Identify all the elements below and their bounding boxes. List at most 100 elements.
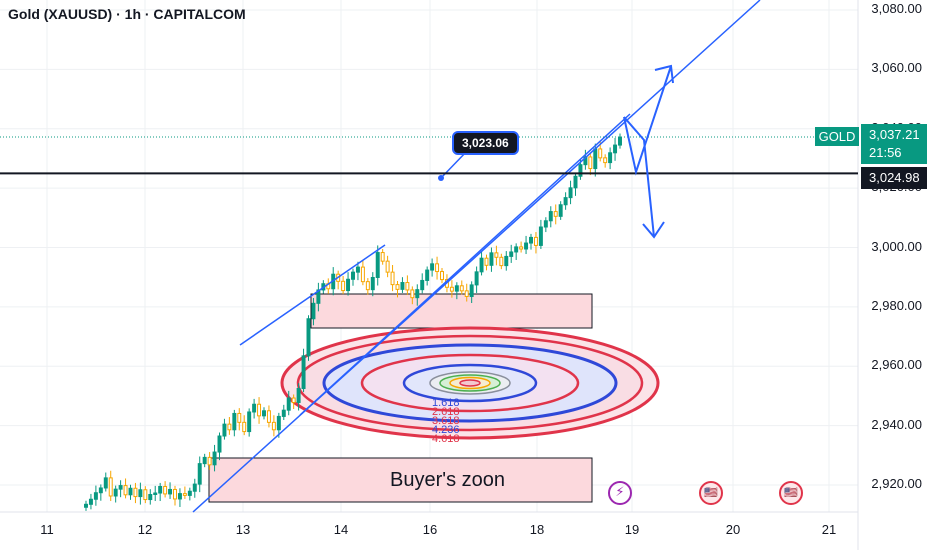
candle-body: [217, 435, 222, 453]
candle-body: [108, 477, 113, 497]
x-tick-label: 20: [725, 522, 741, 537]
current-price-value: 3,037.21: [869, 127, 920, 142]
x-tick-label: 14: [333, 522, 349, 537]
projection-up-path: [623, 65, 672, 176]
candle-body: [568, 187, 573, 199]
candle-body: [158, 485, 163, 494]
candle-body: [524, 242, 529, 250]
candle-body: [163, 485, 168, 495]
candle-body: [276, 415, 281, 431]
candle-body: [489, 252, 494, 266]
candle-body: [262, 410, 266, 417]
candle-body: [84, 503, 88, 508]
us-flag-icon[interactable]: 🇺🇸: [779, 481, 803, 505]
candle-body: [593, 148, 598, 170]
candle-body: [543, 220, 548, 228]
candle-body: [469, 284, 474, 297]
fib-level-label: 4.618: [432, 433, 460, 445]
y-tick-label: 2,960.00: [871, 357, 922, 373]
candle-body: [405, 282, 410, 291]
candle-body: [420, 279, 425, 291]
candle-body: [613, 144, 618, 154]
candle-body: [271, 421, 276, 431]
hline-price-tag: 3,024.98: [861, 167, 927, 189]
candle-body: [128, 487, 133, 496]
candle-body: [603, 157, 608, 164]
candle-body: [474, 271, 479, 286]
x-tick-label: 11: [40, 522, 54, 537]
candle-body: [103, 477, 108, 489]
candle-body: [400, 282, 405, 290]
candle-body: [578, 164, 583, 177]
candle-body: [464, 290, 469, 297]
buyers-zone-label: Buyer's zoon: [390, 469, 505, 491]
bar-countdown: 21:56: [869, 145, 902, 160]
candle-body: [88, 498, 93, 505]
arrow-down-head: [642, 221, 665, 239]
candle-body: [608, 152, 613, 164]
candle-body: [281, 409, 286, 417]
candle-body: [365, 281, 370, 291]
candle-body: [301, 355, 306, 390]
candle-body: [563, 197, 568, 206]
candle-body: [370, 276, 375, 291]
candle-body: [355, 266, 360, 273]
y-tick-label: 2,980.00: [871, 297, 922, 313]
buyers-zone-box: [208, 457, 593, 503]
projection-down-path: [623, 116, 655, 238]
fib-level-label: 1.618: [432, 397, 460, 409]
candle-body: [173, 488, 177, 500]
candle-body: [197, 463, 202, 485]
fib-level-label: 4.236: [432, 424, 460, 436]
candle-body: [410, 289, 415, 299]
candle-body: [182, 493, 187, 496]
candle-body: [252, 403, 257, 413]
candle-body: [385, 260, 390, 273]
x-tick-label: 19: [624, 522, 640, 537]
candle-body: [380, 252, 385, 262]
lightning-icon[interactable]: ⚡: [608, 481, 632, 505]
candle-body: [435, 263, 440, 273]
candle-body: [425, 269, 430, 281]
x-tick-label: 13: [235, 522, 251, 537]
chart-title: Gold (XAUUSD) · 1h · CAPITALCOM: [8, 6, 246, 22]
fib-ring: [459, 379, 481, 387]
callout-anchor: [438, 175, 444, 181]
y-tick-label: 3,000.00: [871, 238, 922, 254]
candle-body: [138, 489, 143, 498]
candle-body: [207, 456, 212, 466]
candle-body: [133, 487, 138, 498]
price-callout[interactable]: 3,023.06: [452, 131, 519, 155]
x-tick-label: 12: [137, 522, 153, 537]
us-flag-icon[interactable]: 🇺🇸: [699, 481, 723, 505]
candle-body: [618, 136, 622, 146]
candle-body: [123, 485, 128, 496]
candle-body: [558, 204, 563, 217]
candle-body: [494, 252, 499, 258]
candle-body: [296, 388, 301, 403]
candle-body: [237, 412, 242, 423]
candle-body: [153, 492, 158, 495]
candle-body: [499, 256, 504, 267]
candle-body: [212, 451, 217, 466]
x-tick-label: 18: [529, 522, 545, 537]
candle-body: [242, 421, 247, 433]
candle-body: [548, 211, 553, 222]
candle-body: [257, 403, 262, 417]
candle-body: [202, 456, 207, 465]
y-tick-label: 3,060.00: [871, 60, 922, 76]
candle-body: [113, 488, 118, 497]
candle-body: [93, 492, 98, 500]
y-tick-label: 3,080.00: [871, 1, 922, 16]
candle-body: [440, 271, 444, 281]
candle-body: [519, 246, 524, 250]
candle-body: [192, 483, 197, 492]
candle-body: [187, 490, 192, 496]
fib-level-label: 2.618: [432, 406, 460, 418]
candle-body: [598, 148, 603, 159]
candle-body: [148, 494, 153, 501]
candle-body: [533, 236, 538, 246]
channel-line: [239, 244, 386, 346]
